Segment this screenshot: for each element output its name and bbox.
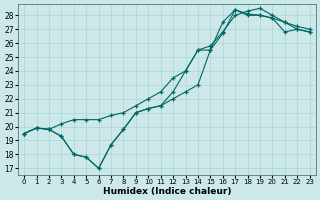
- X-axis label: Humidex (Indice chaleur): Humidex (Indice chaleur): [103, 187, 231, 196]
